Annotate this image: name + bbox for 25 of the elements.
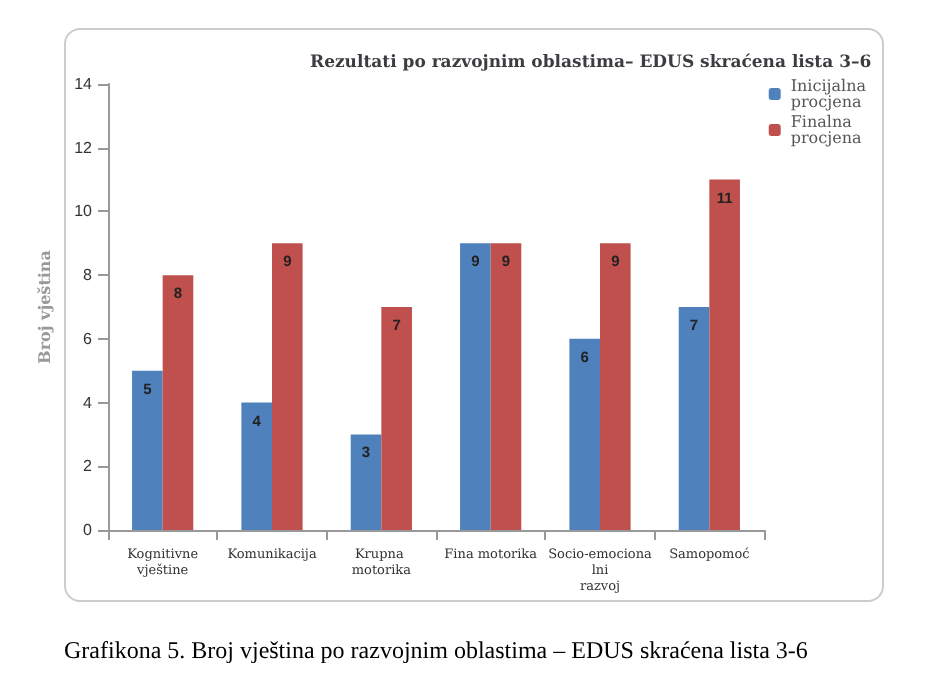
bar: [162, 275, 194, 530]
y-tick-label: 12: [74, 138, 94, 157]
chart-title: Rezultati po razvojnim oblastima– EDUS skraćena lista 3–6: [310, 53, 872, 73]
bar: [381, 307, 412, 530]
y-tick-label: 2: [83, 457, 94, 476]
bar: [600, 243, 631, 530]
text: Grafikona 5. Broj vještina po razvojnim oblastima – EDUS skraćena lista 3-6: [64, 636, 808, 666]
bar: [272, 243, 303, 530]
bar: [709, 179, 740, 530]
bar: [678, 307, 710, 530]
y-axis-title: Broj vještina: [34, 250, 55, 364]
y-tick-label: 6: [83, 329, 94, 348]
bar: [490, 243, 522, 530]
y-tick-label: 14: [74, 75, 94, 93]
y-tick-label: 0: [83, 521, 94, 539]
bar: [569, 338, 600, 530]
legend-label: Finalna procjena: [790, 113, 862, 147]
y-tick-label: 10: [74, 202, 94, 221]
bar: [460, 243, 491, 530]
legend-label: Inicijalna procjena: [790, 77, 867, 111]
bar: [350, 434, 382, 530]
bar: [132, 370, 163, 530]
y-tick-label: 4: [83, 393, 94, 412]
bar: [241, 402, 272, 530]
y-tick-label: 8: [83, 266, 94, 285]
